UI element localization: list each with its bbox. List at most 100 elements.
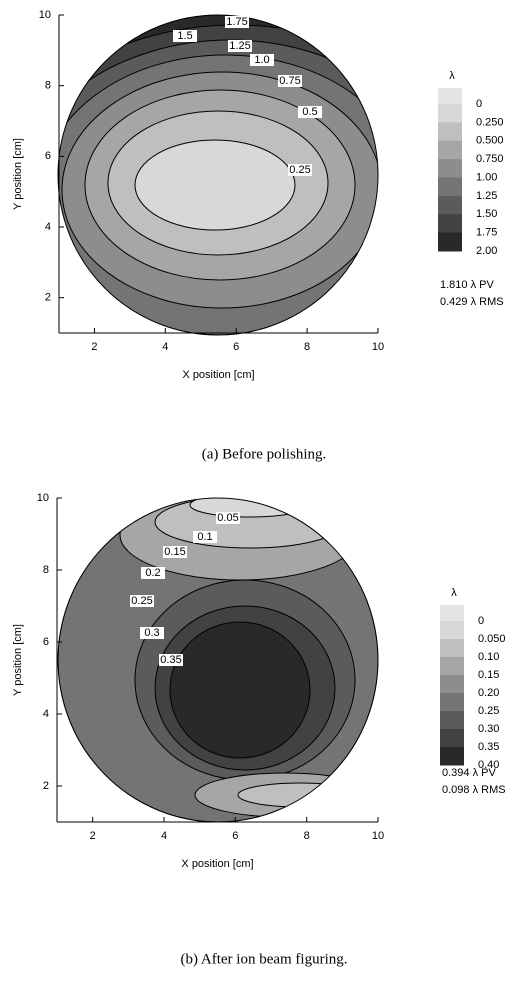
contour-label: 0.2: [145, 567, 160, 579]
contour-label: 1.5: [177, 30, 192, 42]
colorbar-band: [438, 159, 462, 178]
colorbar-band: [440, 605, 464, 621]
contour-label-box: [288, 164, 312, 176]
contour-label: 0.75: [279, 75, 300, 87]
colorbar-band: [440, 621, 464, 640]
contour-label: 0.15: [164, 546, 185, 558]
contour-label-box: [278, 75, 302, 87]
colorbar-band: [440, 693, 464, 712]
contour-band: [134, 139, 296, 231]
colorbar-band: [438, 122, 462, 142]
contour-band: [237, 782, 363, 808]
colorbar-band: [440, 747, 464, 766]
contour-label: 0.35: [160, 654, 181, 666]
x-tick-label: 2: [90, 830, 96, 842]
contour-plot: [58, 498, 378, 822]
x-tick-label: 8: [304, 341, 310, 353]
contour-label-box: [140, 627, 164, 639]
y-tick-label: 8: [45, 80, 51, 92]
contour-plot: [58, 15, 378, 335]
colorbar-tick-label: 0: [476, 98, 482, 110]
colorbar-band: [440, 657, 464, 676]
caption: (a) Before polishing.: [202, 446, 327, 462]
colorbar-band: [438, 214, 462, 234]
contour-label: 1.0: [254, 54, 269, 66]
colorbar-band: [440, 711, 464, 730]
contour-label: 0.5: [302, 106, 317, 118]
contour-band: [189, 498, 311, 518]
contour-label-box: [130, 595, 154, 607]
colorbar-tick-label: 0.250: [476, 116, 504, 128]
colorbar-tick-label: 1.00: [476, 171, 497, 183]
colorbar-tick-label: 0.25: [478, 705, 499, 717]
colorbar-band: [440, 639, 464, 658]
x-tick-label: 6: [233, 341, 239, 353]
y-axis-label: Y position [cm]: [12, 138, 24, 210]
colorbar-tick-label: 0.750: [476, 153, 504, 165]
contour-label-box: [250, 54, 274, 66]
colorbar-tick-label: 0.15: [478, 669, 499, 681]
y-tick-label: 10: [39, 9, 51, 21]
colorbar-band: [438, 232, 462, 252]
stat-text: 0.429 λ RMS: [440, 296, 504, 308]
stat-text: 0.098 λ RMS: [442, 784, 506, 796]
x-tick-label: 4: [162, 341, 168, 353]
colorbar-label: λ: [449, 70, 455, 82]
colorbar-tick-label: 0.500: [476, 135, 504, 147]
colorbar-tick-label: 2.00: [476, 245, 497, 257]
colorbar-band: [438, 88, 462, 104]
colorbar-band: [438, 104, 462, 123]
colorbar-tick-label: 1.75: [476, 227, 497, 239]
x-tick-label: 6: [232, 830, 238, 842]
y-tick-label: 10: [37, 492, 49, 504]
disk-outline: [57, 14, 379, 336]
colorbar-band: [440, 675, 464, 694]
contour-label-box: [193, 531, 217, 543]
contour-label-box: [216, 512, 240, 524]
colorbar-band: [440, 729, 464, 748]
x-axis-label: X position [cm]: [182, 369, 254, 381]
contour-label: 0.3: [144, 627, 159, 639]
contour-label-box: [228, 40, 252, 52]
colorbar-band: [438, 140, 462, 160]
contour-label: 0.1: [197, 531, 212, 543]
x-tick-label: 4: [161, 830, 167, 842]
x-tick-label: 10: [372, 341, 384, 353]
contour-label: 0.25: [289, 164, 310, 176]
contour-label-box: [163, 546, 187, 558]
contour-label-box: [225, 16, 249, 28]
x-tick-label: 10: [372, 830, 384, 842]
x-tick-label: 2: [91, 341, 97, 353]
caption: (b) After ion beam figuring.: [180, 951, 347, 967]
colorbar-band: [438, 195, 462, 215]
contour-label: 0.25: [131, 595, 152, 607]
y-tick-label: 2: [45, 292, 51, 304]
y-tick-label: 6: [43, 636, 49, 648]
colorbar-tick-label: 0: [478, 615, 484, 627]
contour-label: 1.75: [226, 16, 247, 28]
contour-label-box: [141, 567, 165, 579]
stat-text: 0.394 λ PV: [442, 767, 496, 779]
x-tick-label: 8: [304, 830, 310, 842]
contour-label: 0.05: [217, 512, 238, 524]
colorbar-tick-label: 0.050: [478, 633, 506, 645]
colorbar-band: [438, 177, 462, 197]
y-tick-label: 6: [45, 150, 51, 162]
y-tick-label: 2: [43, 780, 49, 792]
colorbar-tick-label: 1.50: [476, 208, 497, 220]
colorbar-label: λ: [451, 587, 457, 599]
contour-label-box: [173, 30, 197, 42]
x-axis-label: X position [cm]: [181, 858, 253, 870]
contour-label-box: [298, 106, 322, 118]
colorbar-tick-label: 0.40: [478, 759, 499, 771]
colorbar-tick-label: 0.30: [478, 723, 499, 735]
colorbar-tick-label: 0.20: [478, 687, 499, 699]
stat-text: 1.810 λ PV: [440, 279, 494, 291]
colorbar-tick-label: 0.35: [478, 741, 499, 753]
colorbar-tick-label: 1.25: [476, 190, 497, 202]
y-tick-label: 8: [43, 564, 49, 576]
y-tick-label: 4: [45, 221, 51, 233]
y-tick-label: 4: [43, 708, 49, 720]
